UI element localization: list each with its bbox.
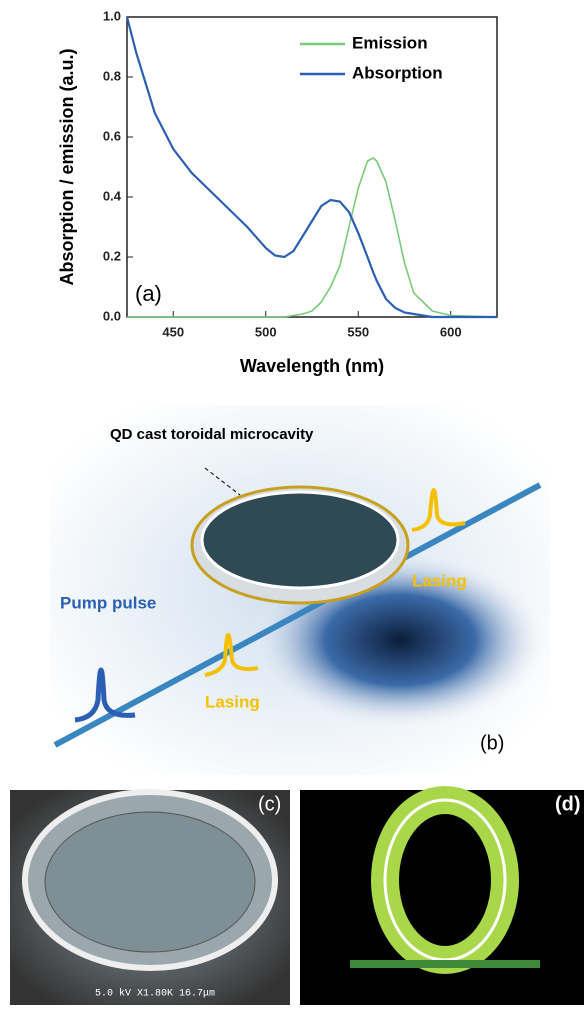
- waveguide: [53, 482, 542, 748]
- panel-b: QD cast toroidal microcavity Pump pulse …: [50, 405, 550, 775]
- x-axis-label: Wavelength (nm): [240, 356, 384, 376]
- y-tick-label: 0.2: [103, 248, 121, 263]
- substrate: [350, 960, 540, 968]
- y-tick-label: 0.8: [103, 68, 121, 83]
- lasing-label: Lasing: [205, 692, 260, 711]
- annotation: (a): [135, 281, 162, 306]
- y-tick-label: 1.0: [103, 8, 121, 23]
- lasing-pulse: [204, 633, 259, 677]
- panel-label: (b): [480, 732, 504, 754]
- x-tick-label: 550: [347, 324, 369, 339]
- legend-label: Absorption: [352, 63, 443, 82]
- pump-pulse: [74, 667, 136, 723]
- y-tick-label: 0.0: [103, 308, 121, 323]
- x-tick-label: 600: [440, 324, 462, 339]
- x-tick-label: 500: [255, 324, 277, 339]
- lasing-pulse: [411, 488, 466, 532]
- data-line: [125, 16, 497, 319]
- x-tick-label: 450: [162, 324, 184, 339]
- y-tick-label: 0.6: [103, 128, 121, 143]
- panel-d: (d): [300, 786, 584, 1005]
- y-tick-label: 0.4: [103, 188, 122, 203]
- toroid-inner: [200, 490, 400, 590]
- scale-text: 5.0 kV X1.80K 16.7μm: [95, 988, 215, 1000]
- pump-label: Pump pulse: [60, 593, 156, 612]
- pointer: [204, 467, 241, 496]
- caption: QD cast toroidal microcavity: [110, 426, 314, 443]
- y-axis-label: Absorption / emission (a.u.): [57, 48, 77, 285]
- panel-label: (d): [555, 793, 581, 815]
- legend-label: Emission: [352, 33, 428, 52]
- lasing-label: Lasing: [412, 571, 467, 590]
- disk: [44, 811, 256, 953]
- data-line: [127, 157, 498, 318]
- panel-label: (c): [258, 793, 281, 815]
- panel-c: (c) 5.0 kV X1.80K 16.7μm: [10, 789, 290, 1005]
- plot-frame: [126, 16, 498, 318]
